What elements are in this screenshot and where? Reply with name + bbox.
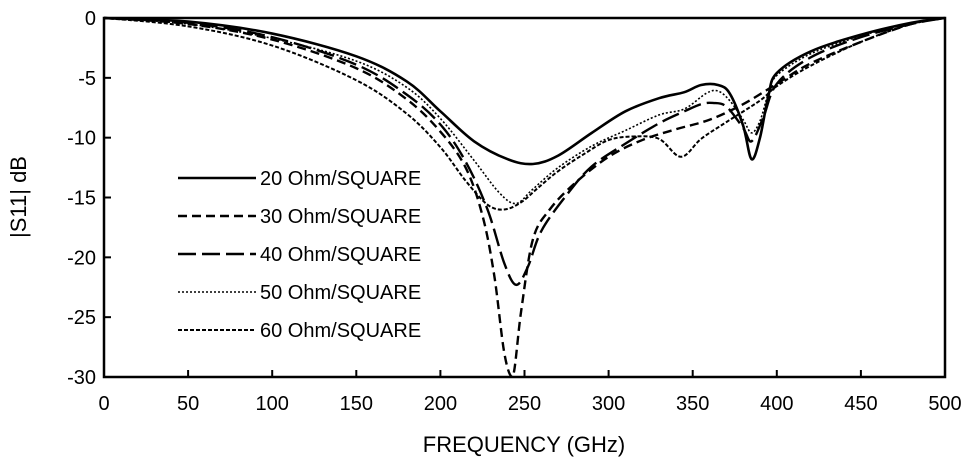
- x-tick-label: 250: [508, 393, 541, 415]
- y-tick-label: -30: [67, 367, 96, 389]
- x-tick-label: 150: [340, 393, 373, 415]
- x-tick-label: 400: [760, 393, 793, 415]
- y-tick-label: -5: [78, 68, 96, 90]
- series-line-2: [103, 16, 946, 379]
- x-tick-label: 200: [424, 393, 457, 415]
- y-tick-label: -25: [67, 307, 96, 329]
- series-line-1: [103, 16, 946, 166]
- y-tick-label: 0: [85, 8, 96, 30]
- y-tick-label: -10: [67, 128, 96, 150]
- x-axis-title: FREQUENCY (GHz): [423, 432, 626, 457]
- x-tick-label: 300: [592, 393, 625, 415]
- legend: 20 Ohm/SQUARE 30 Ohm/SQUARE 40 Ohm/SQUARE 5…: [178, 168, 421, 342]
- legend-label-5: 60 Ohm/SQUARE: [260, 320, 421, 342]
- x-tick-label: 0: [98, 393, 109, 415]
- x-tick-label: 350: [676, 393, 709, 415]
- x-tick-label: 500: [928, 393, 961, 415]
- x-tick-label: 50: [177, 393, 199, 415]
- legend-label-4: 50 Ohm/SQUARE: [260, 282, 421, 304]
- legend-label-3: 40 Ohm/SQUARE: [260, 244, 421, 266]
- y-axis-title: |S11| dB: [6, 156, 31, 238]
- x-tick-label: 450: [844, 393, 877, 415]
- series-line-4: [103, 17, 946, 205]
- series-layer: [103, 16, 946, 379]
- ticks-layer: 0 50 100 150 200 250 300 350 400 450 500 0 -5 -10 -15 -…: [67, 8, 962, 415]
- legend-label-1: 20 Ohm/SQUARE: [260, 168, 421, 190]
- series-line-3: [103, 16, 946, 287]
- x-tick-label: 100: [256, 393, 289, 415]
- y-tick-label: -15: [67, 188, 96, 210]
- legend-label-2: 30 Ohm/SQUARE: [260, 206, 421, 228]
- y-tick-label: -20: [67, 247, 96, 269]
- series-line-5: [103, 17, 946, 211]
